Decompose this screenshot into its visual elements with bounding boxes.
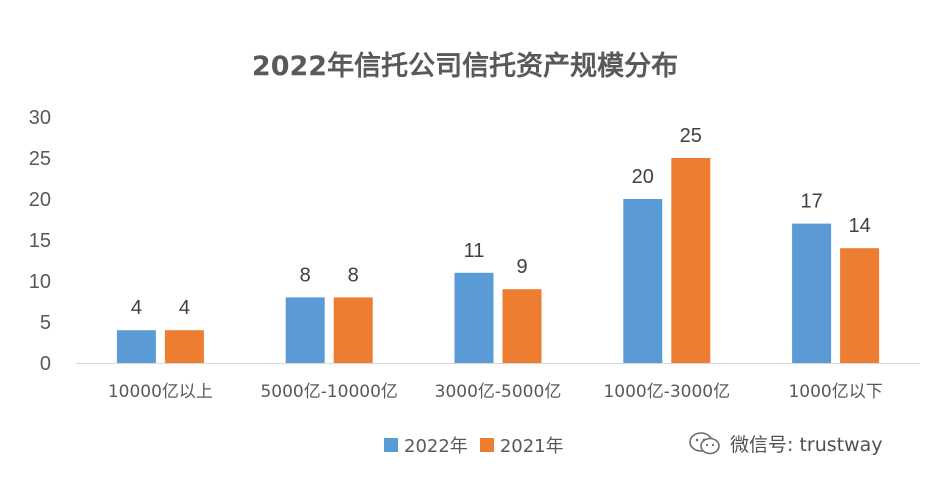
bar-2022 (285, 297, 325, 363)
data-label: 8 (300, 264, 311, 286)
data-label: 11 (464, 240, 485, 262)
y-tick-label: 15 (29, 230, 51, 252)
data-label: 25 (680, 125, 702, 147)
legend-label-2021: 2021年 (499, 436, 564, 457)
bar-2021 (164, 330, 204, 363)
data-label: 9 (516, 256, 527, 278)
y-tick-label: 20 (29, 189, 51, 211)
data-label: 20 (632, 166, 654, 188)
x-tick-label: 10000亿以上 (108, 382, 213, 402)
y-tick-label: 5 (40, 312, 51, 334)
x-tick-label: 1000亿以下 (788, 382, 882, 402)
bar-2021 (671, 158, 711, 363)
y-tick-label: 25 (29, 148, 51, 170)
legend-item-2021: 2021年 (479, 432, 564, 458)
watermark: 微信号: trustway (688, 430, 883, 457)
watermark-text: 微信号: trustway (730, 434, 883, 456)
bar-2022 (792, 223, 832, 363)
y-tick-label: 10 (29, 271, 51, 293)
legend-label-2022: 2022年 (404, 436, 468, 457)
bar-2021 (840, 248, 880, 363)
bar-2021 (333, 297, 373, 363)
data-label: 4 (131, 297, 142, 319)
wechat-icon (689, 431, 720, 454)
chart-title: 2022年信托公司信托资产规模分布 (251, 51, 679, 82)
bar-2022 (116, 330, 156, 363)
y-tick-label: 0 (40, 353, 51, 375)
data-label: 4 (179, 297, 190, 319)
bar-2021 (502, 289, 542, 363)
data-label: 14 (848, 215, 870, 237)
y-tick-label: 30 (29, 107, 51, 129)
x-tick-label: 1000亿-3000亿 (603, 382, 730, 402)
bar-2022 (454, 272, 494, 363)
data-label: 8 (348, 264, 359, 286)
x-tick-label: 5000亿-10000亿 (260, 382, 397, 402)
data-label: 17 (800, 191, 822, 213)
legend-swatch-2022 (384, 438, 398, 452)
x-tick-label: 3000亿-5000亿 (435, 382, 562, 402)
legend-item-2022: 2022年 (384, 432, 468, 458)
legend: 2022年 2021年 (384, 432, 576, 458)
legend-swatch-2021 (479, 438, 494, 452)
bar-2022 (623, 199, 663, 363)
